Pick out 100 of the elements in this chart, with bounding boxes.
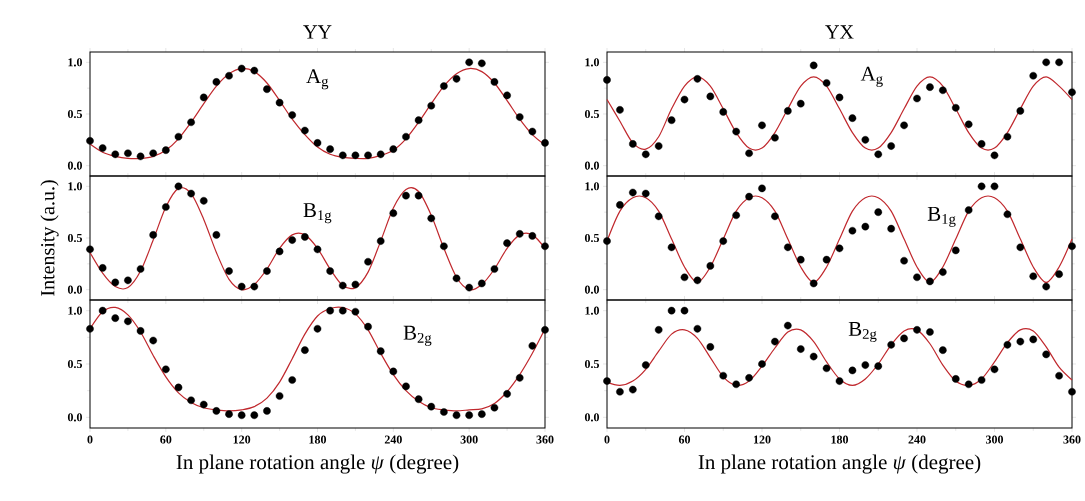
point <box>680 306 689 315</box>
point <box>162 146 170 154</box>
point <box>111 278 120 287</box>
point <box>364 151 372 160</box>
point <box>162 203 170 211</box>
y-tick-label: 1.0 <box>68 306 82 315</box>
chart-title: YY <box>303 25 332 39</box>
point <box>654 326 663 334</box>
point <box>861 136 870 144</box>
point <box>900 334 908 343</box>
point <box>732 127 740 136</box>
point <box>1016 107 1025 115</box>
point <box>225 410 233 418</box>
point <box>603 377 611 385</box>
point <box>478 410 486 418</box>
point <box>796 255 805 264</box>
point <box>835 244 844 253</box>
point <box>809 279 818 288</box>
point <box>1068 387 1076 396</box>
point <box>338 306 347 315</box>
point <box>1055 371 1063 380</box>
point <box>939 346 947 354</box>
point <box>376 237 385 245</box>
point <box>641 150 650 159</box>
point <box>990 151 999 160</box>
point <box>784 243 792 252</box>
point <box>874 362 883 370</box>
point <box>603 76 611 84</box>
point <box>822 255 831 264</box>
y-tick-label: 1.0 <box>585 58 600 67</box>
point <box>654 142 663 150</box>
point <box>452 274 461 283</box>
point <box>528 232 537 240</box>
point <box>174 132 183 141</box>
point <box>136 152 145 161</box>
point <box>990 182 999 191</box>
point <box>926 277 934 286</box>
point <box>503 239 511 247</box>
annotation: B$_{2g}$ <box>848 321 877 343</box>
x-tick-label: 120 <box>753 435 771 444</box>
point <box>541 139 549 147</box>
point <box>732 211 740 220</box>
point <box>693 325 702 333</box>
point <box>603 237 611 245</box>
point <box>149 149 157 158</box>
point <box>86 137 94 145</box>
point <box>465 58 473 67</box>
point <box>964 380 973 389</box>
point <box>288 111 297 119</box>
point <box>771 133 779 142</box>
point <box>706 92 715 101</box>
point <box>515 374 524 382</box>
point <box>732 380 740 389</box>
point <box>478 59 486 68</box>
point <box>250 66 259 75</box>
annotation: A$_{g}$ <box>860 66 883 87</box>
point <box>427 402 436 411</box>
point <box>1016 243 1025 252</box>
point <box>225 267 233 275</box>
point <box>389 367 398 376</box>
y-tick-label: 0.0 <box>584 161 600 170</box>
point <box>939 86 947 95</box>
point <box>706 343 715 351</box>
point <box>465 283 473 292</box>
point <box>1003 210 1012 219</box>
point <box>364 322 372 331</box>
point <box>1016 337 1025 346</box>
point <box>465 411 473 419</box>
point <box>86 325 94 333</box>
point <box>809 352 818 361</box>
point <box>427 214 436 223</box>
point <box>351 307 360 316</box>
point <box>835 377 844 385</box>
x-tick-label: 120 <box>233 435 251 444</box>
point <box>174 383 183 392</box>
point <box>301 126 309 135</box>
point <box>338 281 347 290</box>
point <box>187 189 195 198</box>
point <box>861 222 870 231</box>
y-tick-label: 0.5 <box>584 359 600 369</box>
point <box>629 140 637 148</box>
x-axis-title: In plane rotation angle ψ (degree) <box>698 454 981 474</box>
y-tick-label: 0.0 <box>67 161 82 170</box>
annotation: B$_{1g}$ <box>927 206 956 227</box>
point <box>427 101 436 110</box>
point <box>503 91 511 100</box>
point <box>1003 132 1012 141</box>
point <box>693 75 702 83</box>
y-tick-label: 1.0 <box>68 58 82 67</box>
point <box>440 242 448 251</box>
y-tick-label: 0.5 <box>67 359 83 369</box>
point <box>313 245 322 254</box>
point <box>452 75 461 83</box>
point <box>124 276 132 285</box>
point <box>124 317 132 326</box>
point <box>616 201 624 209</box>
point <box>913 273 921 282</box>
point <box>964 206 973 214</box>
point <box>874 208 883 216</box>
y-tick-label: 0.0 <box>67 413 82 422</box>
